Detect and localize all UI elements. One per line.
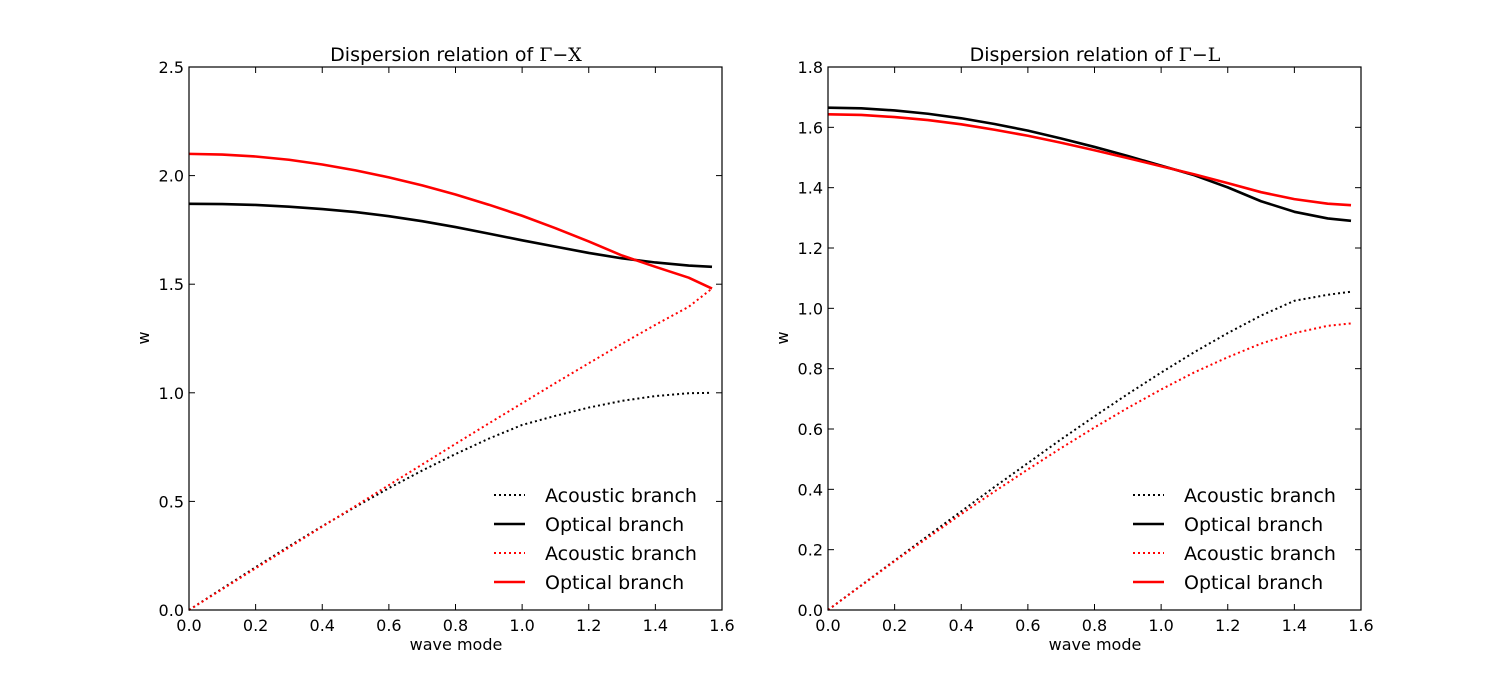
legend-label-1: Optical branch [1184, 514, 1323, 536]
y-tick-label: 1.6 [798, 118, 823, 137]
series-line-3 [188, 152, 713, 290]
legend: Acoustic branch Optical branch Acoustic br… [1133, 485, 1336, 594]
x-tick-label: 1.4 [643, 616, 668, 635]
x-tick-label: 0.6 [1015, 616, 1040, 635]
series-line-3 [827, 113, 1352, 207]
series-line-2 [188, 287, 713, 611]
y-tick-label: 1.2 [798, 239, 823, 258]
x-tick-label: 0.8 [1082, 616, 1107, 635]
x-tick-label: 0.8 [443, 616, 468, 635]
x-tick-label: 0.2 [243, 616, 268, 635]
series-line-1 [827, 106, 1352, 223]
legend-label-2: Acoustic branch [545, 543, 697, 565]
x-tick-label: 0.0 [815, 616, 840, 635]
legend-label-3: Optical branch [545, 572, 684, 594]
y-tick-label: 0.6 [798, 420, 823, 439]
legend-label-3: Optical branch [1184, 572, 1323, 594]
x-tick-label: 1.2 [1215, 616, 1240, 635]
x-tick-label: 1.4 [1282, 616, 1307, 635]
plot-gamma-x: Dispersion relation of Γ−X 0.0 0.2 0.4 0.6 0… [134, 44, 735, 654]
y-axis-label: w [134, 331, 153, 344]
y-tick-label: 1.8 [798, 58, 823, 77]
y-tick-label: 0.2 [798, 541, 823, 560]
legend: Acoustic branch Optical branch Acoustic br… [494, 485, 697, 594]
y-tick-label: 1.4 [798, 179, 823, 198]
x-tick-label: 0.6 [376, 616, 401, 635]
x-tick-label: 0.4 [949, 616, 974, 635]
y-tick-label: 0.0 [798, 601, 823, 620]
x-tick-label: 1.0 [509, 616, 534, 635]
y-axis-label: w [773, 331, 792, 344]
x-tick-label: 0.2 [882, 616, 907, 635]
x-tick-label: 1.2 [576, 616, 601, 635]
y-tick-label: 0.4 [798, 480, 823, 499]
x-tick-label: 1.6 [709, 616, 734, 635]
legend-label-2: Acoustic branch [1184, 543, 1336, 565]
x-tick-label: 1.6 [1348, 616, 1373, 635]
y-tick-label: 1.0 [798, 299, 823, 318]
plot-frame [188, 66, 723, 611]
x-axis-label: wave mode [1049, 635, 1142, 654]
y-tick-label: 0.5 [159, 492, 184, 511]
plot-title: Dispersion relation of Γ−L [970, 44, 1221, 66]
y-tick-label: 2.0 [159, 167, 184, 186]
plot-gamma-l: Dispersion relation of Γ−L 0.0 0.2 0.4 0.6 0… [773, 44, 1374, 654]
y-tick-label: 1.5 [159, 275, 184, 294]
legend-label-1: Optical branch [545, 514, 684, 536]
legend-label-0: Acoustic branch [545, 485, 697, 507]
legend-label-0: Acoustic branch [1184, 485, 1336, 507]
y-tick-label: 0.0 [159, 601, 184, 620]
y-tick-label: 0.8 [798, 360, 823, 379]
x-tick-label: 0.4 [310, 616, 335, 635]
plot-title: Dispersion relation of Γ−X [330, 44, 582, 66]
x-tick-label: 1.0 [1148, 616, 1173, 635]
y-tick-label: 2.5 [159, 58, 184, 77]
plot-frame [827, 66, 1362, 611]
x-axis-label: wave mode [410, 635, 503, 654]
y-tick-label: 1.0 [159, 384, 184, 403]
series-line-0 [827, 290, 1352, 611]
series-line-2 [827, 322, 1352, 611]
series-line-1 [188, 202, 713, 269]
x-tick-label: 0.0 [176, 616, 201, 635]
